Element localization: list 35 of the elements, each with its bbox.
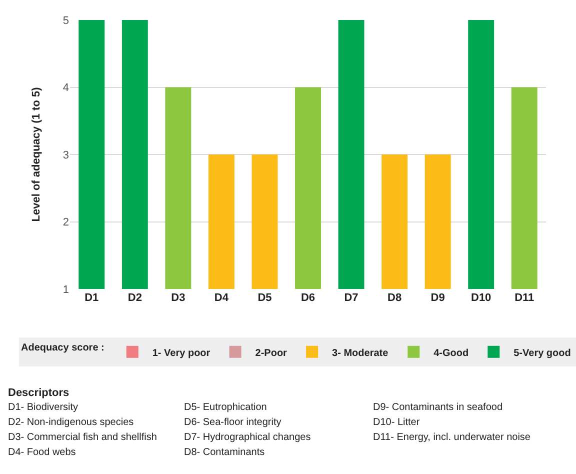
x-tick-label: D11 — [514, 292, 534, 304]
text: D3- Commercial fish and shellfish — [8, 432, 157, 443]
y-tick-label: 2 — [62, 216, 69, 229]
x-tick-label: D1 — [84, 292, 99, 304]
x-tick-label: D7 — [344, 292, 358, 304]
text: D8- Contaminants — [184, 447, 265, 458]
x-tick-label: D3 — [171, 292, 186, 304]
y-tick-label: 5 — [62, 14, 69, 27]
y-tick-label: 3 — [62, 149, 69, 162]
y-tick-label: 4 — [62, 82, 69, 94]
x-tick-label: D4 — [214, 292, 230, 304]
text: D7- Hydrographical changes — [184, 432, 311, 443]
y-axis-title: Level of adequacy (1 to 5) — [30, 86, 43, 222]
x-tick-label: D10 — [470, 292, 492, 304]
text: D4- Food webs — [8, 447, 76, 458]
text: D5- Eutrophication — [184, 402, 267, 413]
text: D11- Energy, incl. underwater noise — [373, 432, 531, 443]
text: D2- Non-indigenous species — [8, 417, 134, 428]
text: D9- Contaminants in seafood — [373, 402, 503, 413]
legend-label: 4-Good — [434, 348, 469, 359]
x-tick-label: D8 — [388, 292, 402, 304]
text: D6- Sea-floor integrity — [184, 417, 282, 428]
text: D1- Biodiversity — [8, 402, 78, 413]
x-tick-label: D2 — [128, 292, 142, 304]
text: D10- Litter — [373, 417, 420, 428]
legend-label: 5-Very good — [514, 348, 571, 359]
legend-label: 1- Very poor — [152, 348, 210, 359]
legend-label: 3- Moderate — [332, 348, 389, 359]
y-tick-label: 1 — [62, 284, 69, 296]
text: Descriptors — [8, 387, 70, 399]
x-tick-label: D6 — [300, 292, 316, 304]
x-tick-label: D5 — [258, 292, 272, 304]
legend-title: Adequacy score : — [21, 342, 104, 354]
x-tick-label: D9 — [430, 292, 445, 304]
legend-label: 2-Poor — [255, 348, 288, 359]
